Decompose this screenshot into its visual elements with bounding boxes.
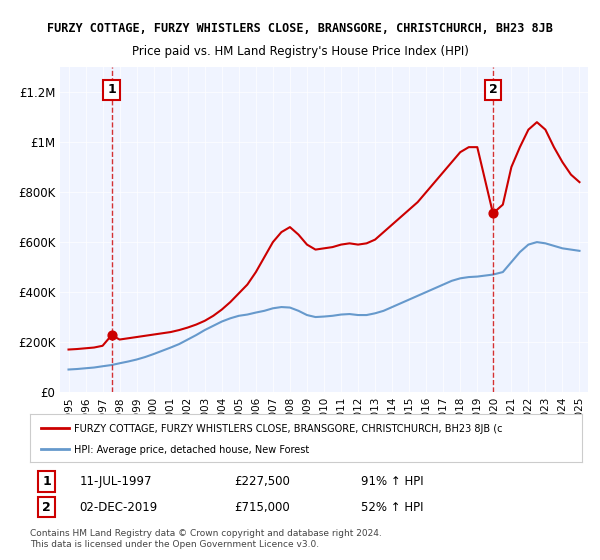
Text: 52% ↑ HPI: 52% ↑ HPI — [361, 501, 424, 514]
Text: 11-JUL-1997: 11-JUL-1997 — [80, 475, 152, 488]
Text: 1: 1 — [107, 83, 116, 96]
Text: £715,000: £715,000 — [234, 501, 290, 514]
Text: HPI: Average price, detached house, New Forest: HPI: Average price, detached house, New … — [74, 445, 310, 455]
Text: 2: 2 — [488, 83, 497, 96]
Text: 1: 1 — [42, 475, 51, 488]
Text: Price paid vs. HM Land Registry's House Price Index (HPI): Price paid vs. HM Land Registry's House … — [131, 45, 469, 58]
Point — [488, 209, 498, 218]
Text: FURZY COTTAGE, FURZY WHISTLERS CLOSE, BRANSGORE, CHRISTCHURCH, BH23 8JB (c: FURZY COTTAGE, FURZY WHISTLERS CLOSE, BR… — [74, 424, 503, 433]
Text: £227,500: £227,500 — [234, 475, 290, 488]
Point — [107, 330, 116, 339]
Text: 2: 2 — [42, 501, 51, 514]
Text: 02-DEC-2019: 02-DEC-2019 — [80, 501, 158, 514]
Text: 91% ↑ HPI: 91% ↑ HPI — [361, 475, 424, 488]
Text: Contains HM Land Registry data © Crown copyright and database right 2024.
This d: Contains HM Land Registry data © Crown c… — [30, 529, 382, 549]
Text: FURZY COTTAGE, FURZY WHISTLERS CLOSE, BRANSGORE, CHRISTCHURCH, BH23 8JB: FURZY COTTAGE, FURZY WHISTLERS CLOSE, BR… — [47, 22, 553, 35]
